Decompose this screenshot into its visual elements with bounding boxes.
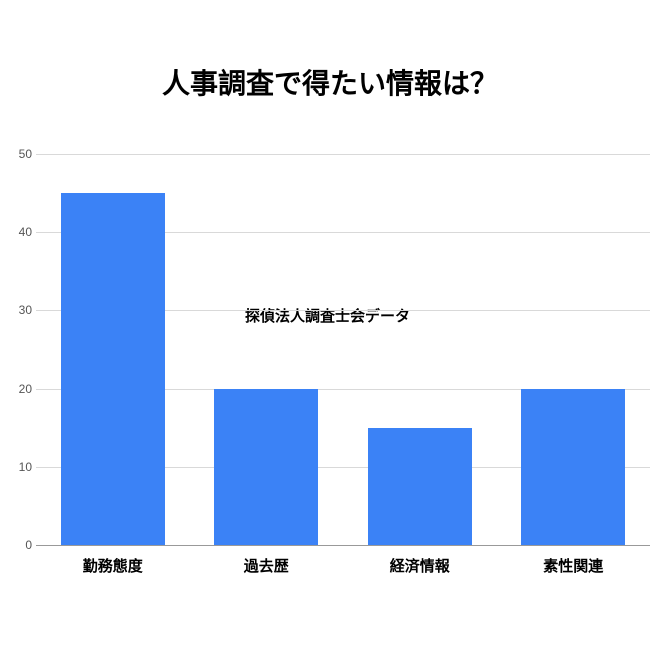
bar bbox=[368, 428, 472, 545]
chart-title: 人事調査で得たい情報は？ bbox=[0, 62, 660, 102]
ytick-label: 20 bbox=[6, 382, 32, 396]
ytick-label: 30 bbox=[6, 303, 32, 317]
ytick-label: 50 bbox=[6, 147, 32, 161]
bar bbox=[61, 193, 165, 545]
bar-chart: 人事調査で得たい情報は？ 探偵法人調査士会データ 0 10 20 30 40 50 勤務態度… bbox=[0, 0, 660, 660]
bar bbox=[214, 389, 318, 545]
bar bbox=[521, 389, 625, 545]
xtick-label: 過去歴 bbox=[190, 555, 344, 576]
x-axis-baseline bbox=[36, 545, 650, 546]
ytick-label: 40 bbox=[6, 225, 32, 239]
ytick-label: 0 bbox=[6, 538, 32, 552]
ytick-label: 10 bbox=[6, 460, 32, 474]
gridline bbox=[36, 154, 650, 155]
xtick-label: 素性関連 bbox=[497, 555, 651, 576]
chart-annotation: 探偵法人調査士会データ bbox=[245, 305, 410, 326]
xtick-label: 勤務態度 bbox=[36, 555, 190, 576]
xtick-label: 経済情報 bbox=[343, 555, 497, 576]
